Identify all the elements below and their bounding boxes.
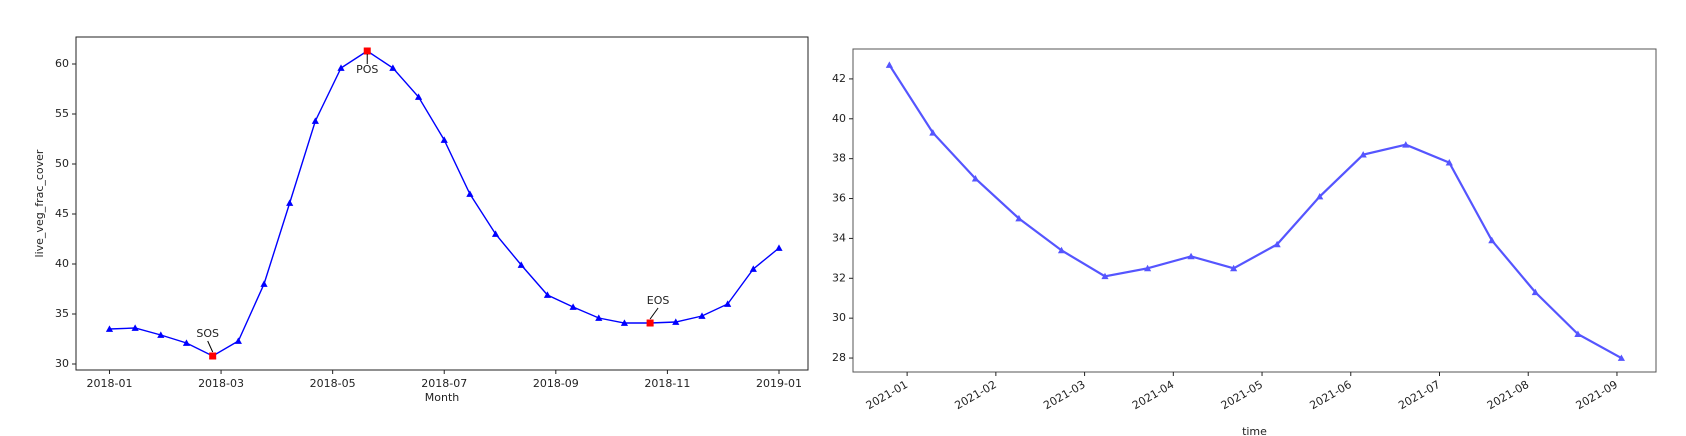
annotated-point bbox=[363, 47, 371, 55]
y-tick-label: 32 bbox=[832, 271, 846, 284]
data-point bbox=[1316, 192, 1324, 200]
data-point bbox=[260, 280, 268, 287]
x-tick-label: 2021-08 bbox=[1485, 378, 1531, 412]
y-tick-label: 34 bbox=[832, 231, 846, 244]
x-tick-label: 2021-04 bbox=[1130, 378, 1176, 412]
data-point bbox=[286, 199, 294, 206]
x-tick-label: 2021-06 bbox=[1307, 378, 1353, 412]
data-point bbox=[749, 265, 757, 272]
data-point bbox=[1015, 214, 1023, 222]
data-point bbox=[414, 93, 423, 100]
data-point bbox=[1101, 272, 1109, 280]
data-point bbox=[929, 129, 937, 136]
plot-frame bbox=[852, 48, 1657, 373]
x-tick-label: 2019-01 bbox=[756, 377, 802, 390]
y-tick-label: 30 bbox=[832, 311, 846, 324]
data-point bbox=[311, 117, 319, 124]
data-point bbox=[672, 318, 680, 325]
data-point bbox=[971, 174, 980, 182]
data-point bbox=[157, 331, 165, 338]
data-point bbox=[491, 230, 500, 237]
y-tick-label: 35 bbox=[55, 307, 69, 320]
data-point bbox=[885, 61, 893, 68]
annotation-arrow bbox=[649, 307, 659, 320]
y-tick-label: 28 bbox=[832, 351, 846, 364]
data-point bbox=[337, 64, 345, 71]
y-tick-label: 45 bbox=[55, 207, 69, 220]
data-point bbox=[1531, 288, 1539, 296]
x-axis-label: Month bbox=[425, 391, 460, 404]
y-tick-label: 55 bbox=[55, 107, 69, 120]
data-point bbox=[1445, 159, 1453, 166]
series-line bbox=[109, 50, 780, 357]
x-tick-label: 2018-09 bbox=[533, 377, 579, 390]
data-point bbox=[1187, 252, 1195, 260]
data-point bbox=[1617, 354, 1625, 361]
y-tick-label: 30 bbox=[55, 357, 69, 370]
y-tick-label: 40 bbox=[832, 112, 846, 125]
data-point bbox=[1143, 264, 1152, 272]
x-tick-label: 2018-07 bbox=[421, 377, 467, 390]
data-point bbox=[234, 337, 242, 344]
x-tick-label: 2021-05 bbox=[1219, 378, 1265, 412]
x-tick-label: 2018-03 bbox=[198, 377, 244, 390]
y-tick-label: 42 bbox=[832, 72, 846, 85]
plot-frame bbox=[75, 36, 809, 371]
y-tick-label: 40 bbox=[55, 257, 69, 270]
series-line bbox=[888, 64, 1622, 360]
data-point bbox=[466, 190, 474, 197]
data-point bbox=[775, 244, 783, 251]
x-tick-label: 2018-11 bbox=[644, 377, 690, 390]
y-tick-label: 36 bbox=[832, 192, 846, 205]
y-tick-label: 60 bbox=[55, 57, 69, 70]
annotated-point bbox=[209, 352, 217, 360]
x-tick-label: 2018-05 bbox=[310, 377, 356, 390]
annotation-text: SOS bbox=[196, 327, 219, 340]
data-point bbox=[1273, 240, 1281, 248]
data-point bbox=[1574, 330, 1582, 337]
data-point bbox=[595, 314, 603, 321]
data-point bbox=[569, 303, 577, 310]
data-point bbox=[698, 312, 706, 319]
y-axis-label: live_veg_frac_cover bbox=[33, 149, 46, 257]
data-point bbox=[105, 325, 114, 332]
data-point bbox=[1488, 236, 1496, 244]
x-tick-label: 2021-09 bbox=[1574, 378, 1620, 412]
data-point bbox=[1057, 246, 1066, 254]
data-point bbox=[440, 136, 448, 143]
x-tick-label: 2021-02 bbox=[953, 378, 999, 412]
y-tick-label: 50 bbox=[55, 157, 69, 170]
annotated-point bbox=[646, 319, 654, 327]
data-point bbox=[389, 64, 397, 71]
data-point bbox=[1230, 264, 1238, 272]
annotation-arrow bbox=[207, 340, 214, 353]
x-tick-label: 2021-03 bbox=[1041, 378, 1087, 412]
data-point bbox=[1402, 141, 1410, 148]
data-point bbox=[1359, 151, 1367, 158]
x-tick-label: 2018-01 bbox=[86, 377, 132, 390]
data-point bbox=[724, 300, 732, 307]
x-tick-label: 2021-01 bbox=[864, 378, 910, 412]
data-point bbox=[517, 261, 525, 268]
x-axis-label: time bbox=[1242, 425, 1267, 436]
annotation-text: POS bbox=[356, 63, 378, 76]
data-point bbox=[131, 324, 139, 331]
data-point bbox=[182, 339, 191, 346]
data-point bbox=[620, 319, 629, 326]
data-point bbox=[543, 291, 552, 298]
annotation-text: EOS bbox=[647, 294, 670, 307]
x-tick-label: 2021-07 bbox=[1396, 378, 1442, 412]
y-tick-label: 38 bbox=[832, 152, 846, 165]
